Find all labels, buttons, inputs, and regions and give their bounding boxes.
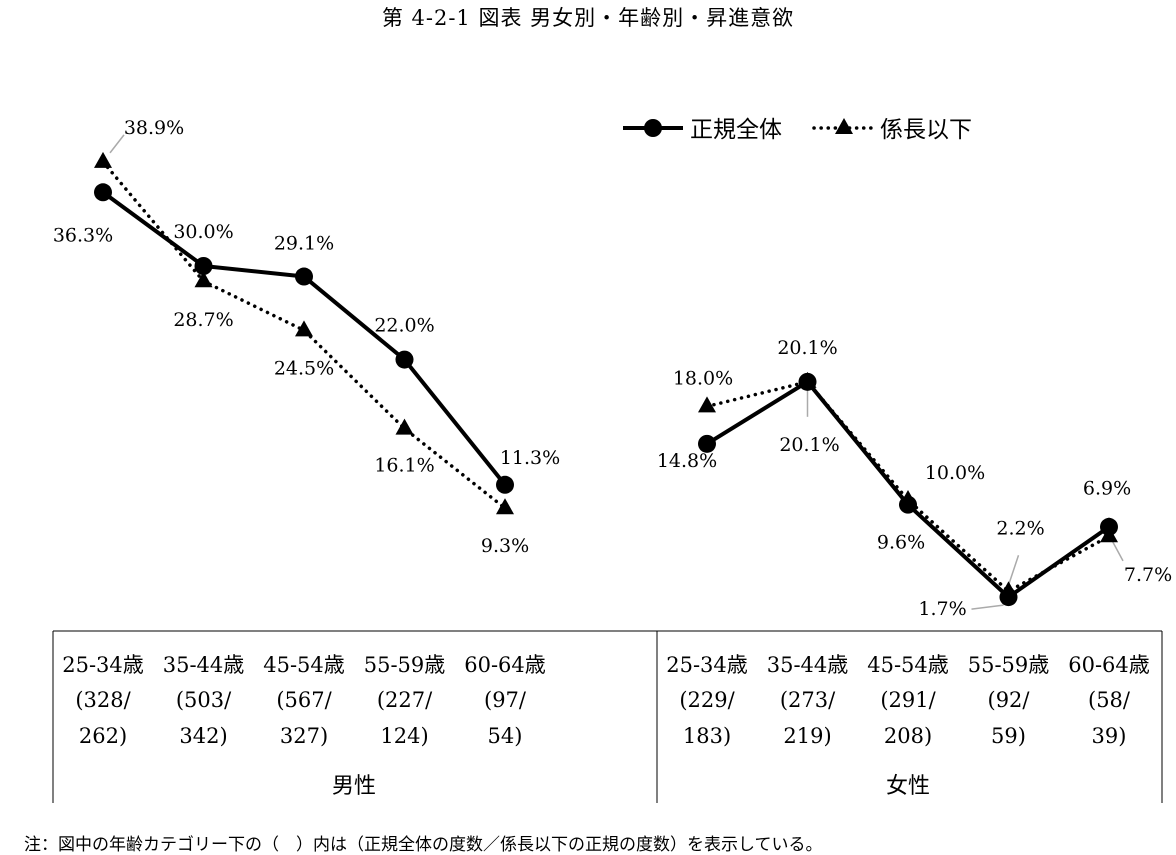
male-regular-all-point [496,475,514,494]
footnote: 注：図中の年齢カテゴリー下の（ ）内は（正規全体の度数／係長以下の正規の度数）を… [24,835,823,855]
age-category-label: 25-34歳 [62,653,144,677]
female-subsection-chief-below-data-label: 20.1% [777,337,837,359]
male-subsection-chief-below-data-label: 28.7% [173,309,233,331]
series-lines [101,160,1111,600]
female-regular-all-data-label: 7.7% [1124,564,1172,586]
female-subsection-chief-below-data-label: 10.0% [925,462,985,484]
label-leader-line [971,604,1004,610]
count-label-bottom: 124) [380,724,428,748]
age-category-label: 25-34歳 [666,653,748,677]
age-category-label: 60-64歳 [1068,653,1150,677]
legend-regular-all-label: 正規全体 [690,117,782,143]
count-label-top: (92/ [988,688,1031,712]
count-label-top: (227/ [377,688,433,712]
male-subsection-chief-below-data-label: 38.9% [124,117,184,139]
age-category-label: 55-59歳 [364,653,446,677]
male-subsection-chief-below-point [194,271,213,288]
legend-subsection-chief-below-label: 係長以下 [880,117,972,143]
male-regular-all-data-label: 29.1% [274,233,334,255]
count-label-bottom: 327) [280,724,328,748]
count-label-bottom: 262) [79,724,127,748]
male-subsection-chief-below-point [496,498,514,515]
male-regular-all-point [295,267,313,286]
data-labels: 36.3% 30.0% 29.1% 22.0% 11.3% 38.9% 28.7% 24.5%… [53,117,1172,620]
female-regular-all-data-label: 1.7% [918,598,966,620]
age-category-label: 60-64歳 [464,653,546,677]
age-category-label: 55-59歳 [968,653,1050,677]
age-category-label: 35-44歳 [163,653,245,677]
female-regular-all-data-label: 20.1% [779,434,839,456]
female-subsection-chief-below-data-label: 18.0% [673,367,733,389]
legend-regular-all-marker [644,119,662,137]
count-label-bottom: 54) [488,724,523,748]
male-subsection-chief-below-point [94,151,112,168]
count-label-bottom: 208) [884,724,932,748]
category-table [52,630,1163,803]
male-regular-all-data-label: 30.0% [173,221,233,243]
male-regular-all-point [395,350,414,369]
female-subsection-chief-below-data-label: 2.2% [996,517,1044,539]
female-regular-all-line [705,379,1111,600]
male-regular-all-data-label: 11.3% [500,447,560,469]
female-subsection-chief-below-point [698,396,716,413]
male-regular-all-data-label: 22.0% [374,315,434,337]
male-subsection-chief-below-data-label: 9.3% [481,535,529,557]
female-subsection-chief-below-point [999,581,1018,598]
count-label-bottom: 39) [1092,724,1127,748]
male-group-label: 男性 [332,774,376,799]
legend: 正規全体 係長以下 [623,117,972,143]
count-label-top: (97/ [484,688,527,712]
count-label-top: (567/ [276,688,332,712]
count-label-bottom: 59) [991,724,1026,748]
female-regular-all-data-label: 14.8% [657,450,717,472]
male-regular-all-point [194,257,213,275]
count-label-top: (273/ [780,688,836,712]
male-subsection-chief-below-data-label: 16.1% [374,455,434,477]
count-label-bottom: 219) [783,724,831,748]
male-regular-all-data-label: 36.3% [53,224,113,246]
male-subsection-chief-below-point [395,418,414,435]
count-label-bottom: 342) [179,724,227,748]
label-leader-line [1007,555,1020,586]
female-subsection-chief-below-data-label: 6.9% [1083,477,1131,499]
count-label-top: (503/ [176,688,232,712]
female-subsection-chief-below-line [705,380,1111,594]
age-category-label: 35-44歳 [767,653,849,677]
female-subsection-chief-below-point [899,490,917,506]
category-labels: 25-34歳 (328/262) 35-44歳 (503/342) 45-54歳 (567… [62,653,1150,799]
count-label-top: (291/ [880,688,936,712]
count-label-top: (229/ [679,688,735,712]
legend-subsection-chief-below-marker [835,118,853,134]
female-regular-all-point [698,434,716,453]
label-leader-lines [109,134,1124,610]
male-subsection-chief-below-data-label: 24.5% [274,357,334,379]
count-label-top: (58/ [1088,688,1131,712]
chart-title: 第 4-2-1 図表 男女別・年齢別・昇進意欲 [381,6,795,30]
male-regular-all-point [94,183,112,202]
male-subsection-chief-below-point [295,320,313,337]
count-label-bottom: 183) [683,724,731,748]
female-subsection-chief-below-point [1100,526,1118,543]
female-regular-all-data-label: 9.6% [877,532,925,554]
age-category-label: 45-54歳 [867,653,949,677]
age-category-label: 45-54歳 [263,653,345,677]
female-group-label: 女性 [886,774,930,799]
female-subsection-chief-below-point [798,371,817,388]
count-label-top: (328/ [75,688,131,712]
label-leader-line [109,134,125,154]
series-markers [94,151,1118,607]
